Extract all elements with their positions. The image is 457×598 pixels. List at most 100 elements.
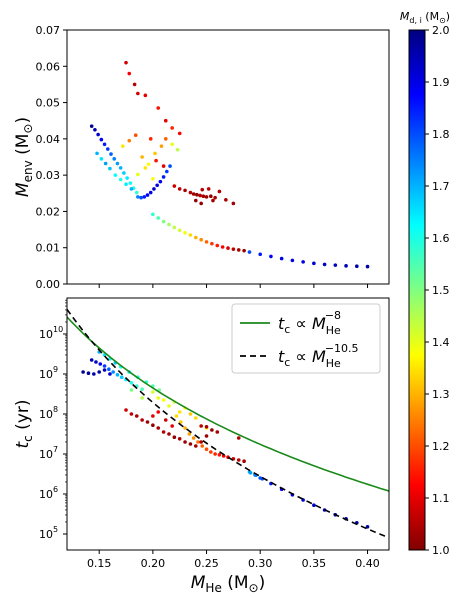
bottom-data-point: [151, 423, 155, 428]
top-data-point: [172, 184, 177, 188]
top-data-point: [242, 248, 246, 253]
top-data-point: [312, 261, 316, 266]
top-data-point: [105, 147, 110, 151]
top-data-point: [143, 166, 148, 170]
top-data-point: [168, 164, 172, 168]
bottom-data-point: [163, 418, 168, 422]
top-data-point: [139, 195, 143, 200]
top-data-point: [112, 157, 117, 161]
bottom-x-tick-label: 0.40: [355, 557, 380, 570]
top-data-point: [96, 132, 100, 137]
top-data-point: [156, 106, 161, 110]
top-data-point: [118, 166, 123, 170]
top-data-point: [155, 183, 159, 188]
bottom-data-point: [236, 436, 241, 440]
legend: tc ∝ MHe−8 tc ∝ MHe−10.5: [231, 303, 381, 374]
top-data-point: [183, 231, 187, 235]
colorbar-tick-label: 1.9: [432, 76, 450, 89]
colorbar-tick-label: 1.5: [432, 284, 450, 297]
bottom-data-point: [236, 458, 241, 462]
bottom-x-tick-label: 0.25: [194, 557, 219, 570]
bottom-data-point: [200, 444, 205, 448]
top-y-ticks: 0.00 0.01 0.02 0.03 0.04 0.05 0.06 0.07: [36, 24, 67, 291]
top-data-point: [158, 179, 163, 184]
top-data-point: [204, 240, 209, 244]
bottom-data-point: [86, 371, 91, 376]
top-y-tick-label: 0.07: [36, 24, 61, 37]
top-y-tick-label: 0.06: [36, 60, 61, 73]
bottom-x-tick-label: 0.35: [302, 557, 327, 570]
bottom-data-point: [199, 440, 203, 444]
top-data-point: [129, 187, 134, 191]
bottom-data-point: [145, 420, 150, 424]
top-data-point: [344, 264, 348, 268]
top-data-point: [148, 190, 153, 195]
top-data-point: [122, 171, 126, 175]
bottom-data-point: [167, 432, 171, 436]
bottom-data-point: [108, 372, 112, 376]
top-data-point: [183, 188, 187, 193]
top-data-point: [355, 264, 359, 269]
top-data-point: [136, 91, 140, 96]
top-data-point: [136, 195, 140, 199]
colorbar-tick-label: 1.4: [432, 336, 450, 349]
top-data-point: [322, 262, 327, 267]
bottom-data-point: [89, 358, 94, 362]
top-data-point: [269, 254, 273, 259]
bottom-data-point: [209, 450, 213, 454]
bottom-data-point: [194, 416, 198, 420]
bottom-data-point: [107, 367, 111, 372]
top-data-point: [217, 189, 222, 194]
top-data-point: [89, 124, 94, 128]
top-data-point: [188, 190, 193, 195]
top-data-point: [194, 198, 198, 203]
bottom-data-point: [140, 387, 144, 392]
bottom-data-point: [134, 414, 139, 418]
top-data-point: [170, 126, 174, 130]
top-data-point: [108, 166, 112, 171]
top-data-point: [132, 82, 137, 87]
bottom-scatter-points: [81, 350, 370, 529]
top-data-point: [146, 162, 151, 167]
bottom-data-point: [204, 447, 209, 452]
bottom-data-point: [81, 370, 85, 374]
top-data-point: [128, 181, 133, 185]
top-y-tick-label: 0.04: [36, 133, 61, 146]
top-data-point: [142, 195, 147, 199]
colorbar-gradient: [408, 29, 426, 551]
top-data-point: [115, 161, 120, 166]
colorbar-label: Md, i (M⊙): [400, 10, 450, 25]
top-data-point: [333, 263, 338, 267]
colorbar-tick-label: 1.1: [432, 492, 450, 505]
top-axes-frame: [66, 29, 390, 285]
top-data-point: [127, 71, 132, 76]
top-data-point: [177, 131, 182, 136]
top-data-point: [113, 173, 118, 177]
bottom-data-point: [167, 404, 171, 408]
top-data-point: [301, 260, 305, 264]
top-data-point: [177, 228, 182, 233]
bottom-data-point: [204, 425, 209, 429]
bottom-data-point: [151, 414, 155, 418]
bottom-data-point: [183, 426, 187, 430]
bottom-y-tick-exponent: 9: [53, 365, 58, 374]
bottom-data-point: [199, 424, 203, 428]
top-data-point: [365, 264, 370, 269]
legend-green-label: tc ∝ MHe−8: [278, 309, 341, 337]
bottom-y-tick-exponent: 8: [53, 405, 58, 414]
bottom-data-point: [161, 430, 166, 434]
x-axis-label: MHe (M⊙): [191, 573, 266, 595]
bottom-data-point: [129, 381, 134, 385]
bottom-y-tick-exponent: 5: [53, 525, 58, 534]
top-data-point: [124, 182, 128, 187]
top-data-point: [95, 151, 99, 156]
bottom-data-point: [177, 410, 182, 414]
top-data-point: [206, 187, 211, 191]
bottom-y-tick-label: 10: [39, 488, 53, 501]
top-data-point: [163, 118, 168, 123]
colorbar: 1.0 1.1 1.2 1.3 1.4 1.5 1.6 1.7 1.8 1.9 2.0 Md, i …: [400, 10, 450, 557]
top-data-point: [136, 172, 140, 177]
bottom-data-point: [188, 412, 193, 416]
top-data-point: [231, 247, 236, 251]
